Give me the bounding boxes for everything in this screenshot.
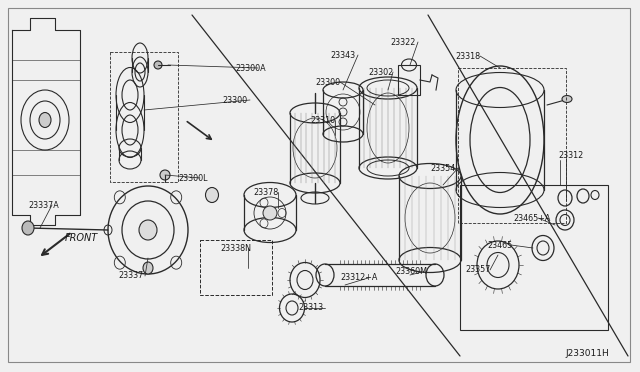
Ellipse shape: [139, 220, 157, 240]
Bar: [110, 52, 178, 182]
Text: 23312: 23312: [558, 151, 583, 160]
Text: 23300L: 23300L: [178, 173, 207, 183]
Text: 23318: 23318: [455, 51, 480, 61]
Ellipse shape: [143, 262, 153, 274]
Text: 23360M: 23360M: [395, 267, 427, 276]
Bar: [398, 65, 420, 95]
Text: 23338N: 23338N: [220, 244, 251, 253]
Ellipse shape: [562, 96, 572, 103]
Ellipse shape: [160, 170, 170, 180]
Bar: [458, 68, 566, 223]
Text: 23465+A: 23465+A: [513, 214, 550, 222]
Ellipse shape: [263, 206, 277, 220]
Bar: [460, 185, 608, 330]
Text: 23357: 23357: [465, 266, 490, 275]
Text: 23322: 23322: [390, 38, 415, 46]
Text: 23312+A: 23312+A: [340, 273, 378, 282]
Ellipse shape: [39, 112, 51, 128]
Text: 23337A: 23337A: [28, 201, 59, 209]
Text: 23313: 23313: [298, 304, 323, 312]
Text: J233011H: J233011H: [565, 349, 609, 358]
Text: 23378: 23378: [253, 187, 278, 196]
Text: 23465: 23465: [487, 241, 512, 250]
Text: 23300A: 23300A: [235, 64, 266, 73]
Text: 23300: 23300: [222, 96, 247, 105]
Ellipse shape: [154, 61, 162, 69]
Text: 23354: 23354: [430, 164, 455, 173]
Text: 23310: 23310: [310, 115, 335, 125]
Ellipse shape: [205, 187, 218, 202]
Ellipse shape: [22, 221, 34, 235]
Text: 23300: 23300: [315, 77, 340, 87]
Text: FRONT: FRONT: [65, 233, 99, 243]
Text: 23337: 23337: [118, 272, 143, 280]
Text: 23343: 23343: [330, 51, 355, 60]
Bar: [200, 240, 272, 295]
Text: 23302: 23302: [368, 67, 393, 77]
